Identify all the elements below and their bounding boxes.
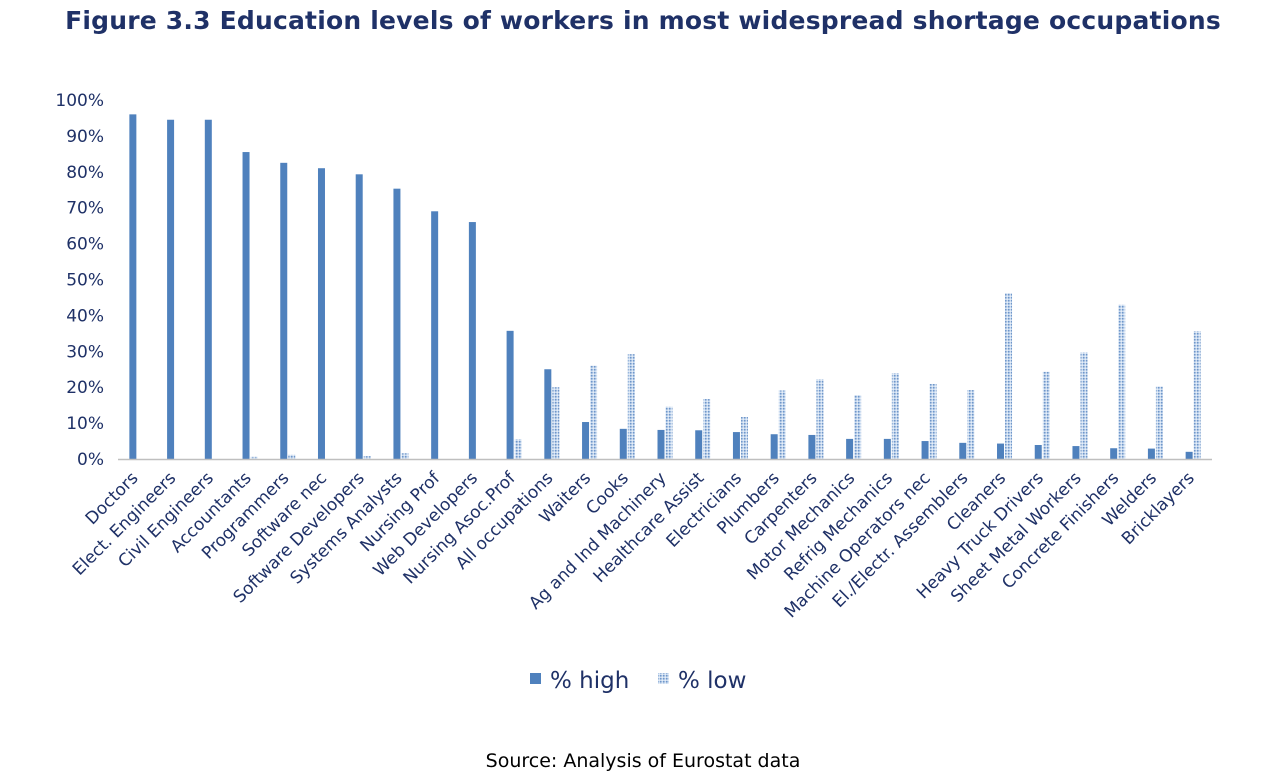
y-tick-label: 20% [66,378,104,398]
bar-low [854,395,862,459]
legend-label-high: % high [550,668,629,694]
bar-high [959,442,967,459]
y-tick-label: 90% [66,127,104,147]
bar-low [552,387,560,459]
bar-low [740,416,748,459]
bar-high [921,441,929,459]
bar-high [544,369,552,459]
bar-low [1042,371,1050,459]
bar-low [929,383,937,459]
bar-high [393,188,401,459]
y-tick-label: 80% [66,163,104,183]
bar-low [1005,293,1013,459]
bar-high [1072,446,1080,459]
bar-high [1147,448,1155,459]
bar-high [1110,448,1118,459]
bar-low [891,373,899,459]
bar-high [883,438,891,459]
legend-swatch-high [530,673,541,684]
bar-low [816,379,824,459]
bar-high [1185,451,1193,459]
bar-high [468,222,476,459]
bar-low [1155,386,1163,459]
bar-high [582,422,590,459]
legend: % high % low [530,668,746,694]
bar-high [280,162,288,459]
bar-high [355,174,363,460]
bar-low [363,456,371,459]
bar-high [695,430,703,459]
legend-swatch-low [658,673,669,684]
y-tick-label: 50% [66,271,104,291]
bar-high [129,114,137,460]
bar-low [1193,331,1201,459]
bar-high [506,330,514,459]
y-axis: 0% 10% 20% 30% 40% 50% 60% 70% 80% 90% 100% [55,91,104,470]
bar-high [770,434,778,459]
bar-high [204,119,212,460]
bar-high [808,434,816,459]
bar-high [732,432,740,459]
y-tick-label: 0% [77,450,104,470]
bar-low [590,365,598,459]
bar-low [401,453,409,459]
y-tick-label: 40% [66,306,104,326]
bar-high [1034,444,1042,459]
chart-title: Figure 3.3 Education levels of workers i… [65,6,1221,35]
bar-high [657,429,665,459]
bar-low [1118,304,1126,459]
bar-high [167,119,175,460]
bar-high [317,168,325,459]
y-tick-label: 10% [66,414,104,434]
bar-low [665,406,673,459]
y-tick-label: 100% [55,91,104,111]
bar-low [250,456,258,459]
bar-high [431,211,439,459]
bar-low [1080,352,1088,459]
y-tick-label: 70% [66,199,104,219]
bar-high [997,443,1005,459]
bars-group [129,114,1201,460]
bar-low [288,454,296,459]
bar-high [846,438,854,459]
bar-low [778,390,786,459]
bar-low [703,399,711,459]
bar-low [967,390,975,459]
y-tick-label: 30% [66,342,104,362]
bar-high [619,428,627,459]
bar-high [242,152,250,459]
legend-label-low: % low [678,668,746,694]
source-note: Source: Analysis of Eurostat data [485,750,801,772]
bar-low [627,354,635,459]
bar-low [514,439,522,459]
y-tick-label: 60% [66,235,104,255]
